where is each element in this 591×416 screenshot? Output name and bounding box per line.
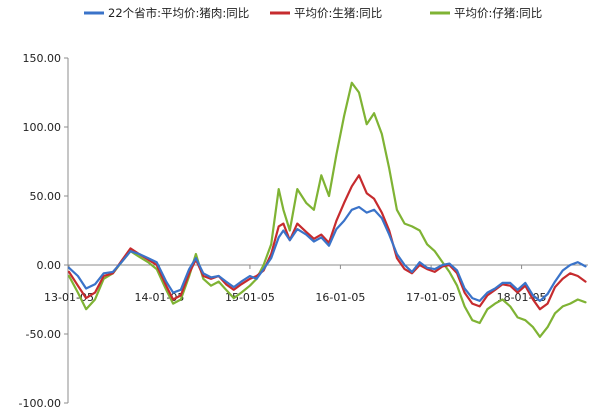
legend-label-0: 22个省市:平均价:猪肉:同比 — [108, 6, 249, 20]
y-tick-label: -100.00 — [19, 397, 61, 410]
y-tick-label: -50.00 — [26, 328, 61, 341]
series-line-1 — [67, 174, 587, 311]
plot-series — [67, 81, 587, 338]
series-line-2 — [67, 81, 587, 338]
x-tick-label: 17-01-05 — [406, 291, 456, 304]
legend-label-2: 平均价:仔猪:同比 — [454, 6, 542, 20]
legend: 22个省市:平均价:猪肉:同比 平均价:生猪:同比 平均价:仔猪:同比 — [84, 6, 542, 20]
y-tick-label: 50.00 — [30, 190, 62, 203]
y-tick-label: 0.00 — [37, 259, 62, 272]
x-tick-label: 16-01-05 — [315, 291, 365, 304]
legend-label-1: 平均价:生猪:同比 — [294, 6, 382, 20]
y-tick-label: 150.00 — [23, 52, 62, 65]
series-line-0 — [67, 205, 587, 302]
y-tick-label: 100.00 — [23, 121, 62, 134]
y-axis: 150.00 100.00 50.00 0.00 -50.00 -100.00 — [19, 52, 69, 410]
